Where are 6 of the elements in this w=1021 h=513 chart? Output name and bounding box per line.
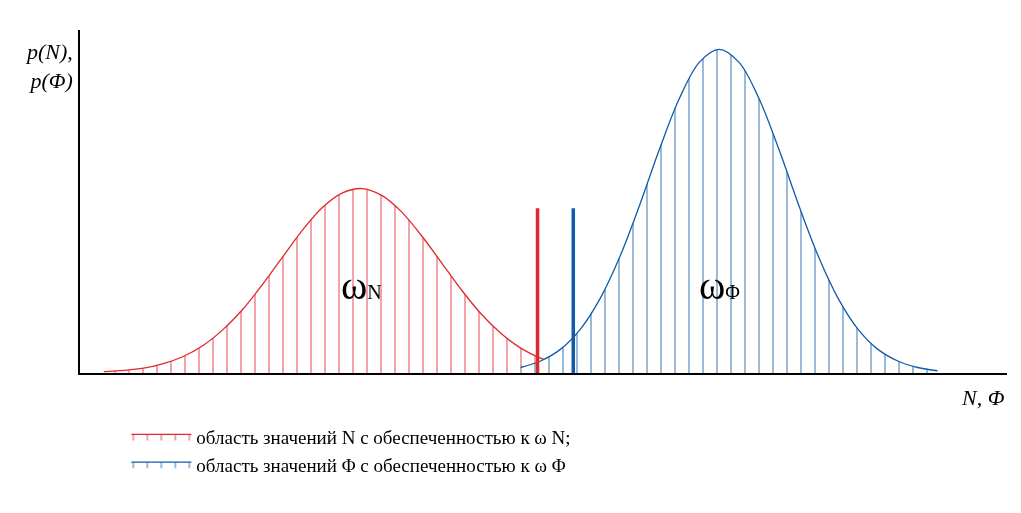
legend-label: область значений N с обеспеченностью к ω N; <box>196 426 571 448</box>
annotation: ωΦ <box>699 263 741 308</box>
legend-label: область значений Φ с обеспеченностью к ω Φ <box>196 454 566 476</box>
y-axis-title: p(N), p(Φ) <box>25 39 73 93</box>
x-axis-title: N, Φ <box>961 385 1005 410</box>
annotation: ωN <box>341 263 382 308</box>
